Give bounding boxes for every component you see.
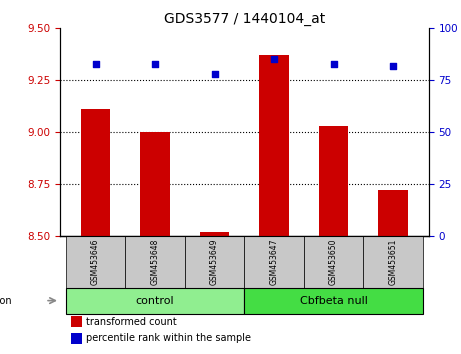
Text: GSM453651: GSM453651 <box>389 239 397 285</box>
Text: GSM453647: GSM453647 <box>270 239 278 285</box>
Text: genotype/variation: genotype/variation <box>0 296 12 306</box>
Bar <box>66 288 244 314</box>
Bar <box>363 236 423 288</box>
Point <box>330 61 337 67</box>
Bar <box>244 288 423 314</box>
Point <box>390 63 397 68</box>
Point <box>271 57 278 62</box>
Bar <box>304 236 363 288</box>
Bar <box>140 132 170 236</box>
Text: GSM453649: GSM453649 <box>210 239 219 285</box>
Text: GSM453648: GSM453648 <box>151 239 160 285</box>
Bar <box>66 236 125 288</box>
Bar <box>200 232 230 236</box>
Text: GSM453650: GSM453650 <box>329 239 338 285</box>
Bar <box>259 55 289 236</box>
Bar <box>378 190 408 236</box>
Text: percentile rank within the sample: percentile rank within the sample <box>86 333 251 343</box>
Point <box>211 71 218 77</box>
Text: control: control <box>136 296 174 306</box>
Bar <box>319 126 349 236</box>
Bar <box>81 109 111 236</box>
Text: Cbfbeta null: Cbfbeta null <box>300 296 367 306</box>
Point <box>92 61 99 67</box>
Bar <box>71 333 82 344</box>
Text: GSM453646: GSM453646 <box>91 239 100 285</box>
Bar <box>244 236 304 288</box>
Bar <box>185 236 244 288</box>
Point <box>151 61 159 67</box>
Text: transformed count: transformed count <box>86 316 177 327</box>
Bar <box>125 236 185 288</box>
Title: GDS3577 / 1440104_at: GDS3577 / 1440104_at <box>164 12 325 26</box>
Bar <box>71 316 82 327</box>
